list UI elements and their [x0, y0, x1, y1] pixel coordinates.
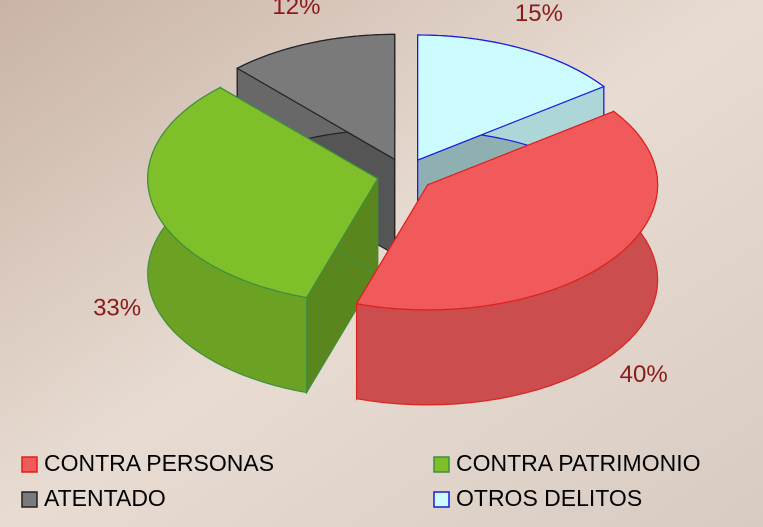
legend-swatch — [21, 456, 38, 473]
pie-slice — [147, 86, 379, 395]
data-label: 12% — [272, 0, 320, 20]
data-label: 33% — [93, 295, 141, 322]
pie-slice — [355, 110, 659, 406]
legend-swatch — [21, 491, 38, 508]
slice-top — [355, 110, 659, 311]
legend-label: CONTRA PATRIMONIO — [456, 450, 701, 476]
data-label: 15% — [515, 0, 563, 27]
data-label: 40% — [620, 361, 668, 388]
slice-top — [417, 34, 606, 161]
legend-swatch — [433, 491, 450, 508]
legend-label: CONTRA PERSONAS — [44, 450, 274, 476]
legend-label: OTROS DELITOS — [456, 485, 642, 511]
slice-top — [235, 33, 396, 161]
legend-label: ATENTADO — [44, 485, 166, 511]
legend-swatch — [433, 456, 450, 473]
slice-top — [147, 86, 379, 299]
